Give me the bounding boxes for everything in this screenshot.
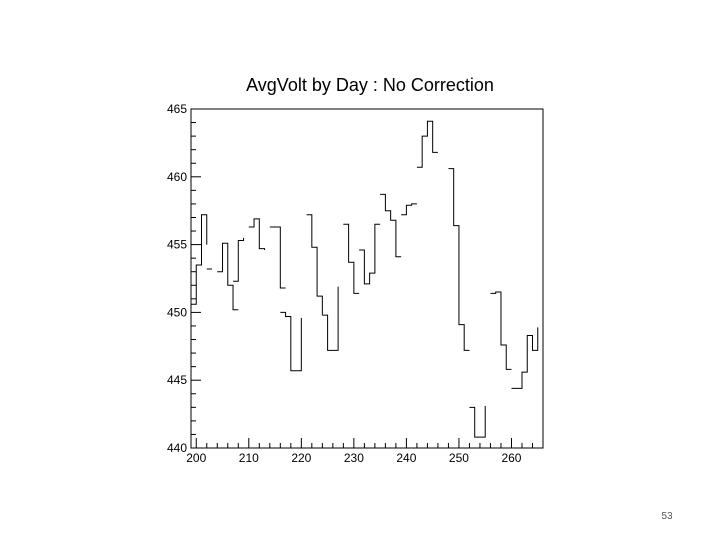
x-tick-label: 250 bbox=[449, 451, 469, 465]
series-step-segment bbox=[343, 223, 360, 294]
series-step-segment bbox=[401, 203, 417, 216]
x-axis: 200 210 220 230 240 250 260 bbox=[186, 438, 544, 465]
y-tick-label: 455 bbox=[167, 238, 187, 252]
x-tick-label: 240 bbox=[396, 451, 416, 465]
y-axis: 440 445 450 455 460 465 bbox=[167, 102, 201, 455]
series-step-segment bbox=[306, 214, 323, 316]
series-step-segment bbox=[280, 311, 302, 372]
x-tick-label: 210 bbox=[239, 451, 259, 465]
series-step-segment bbox=[448, 168, 470, 351]
series-step-segment bbox=[511, 327, 539, 389]
series-step-segment bbox=[269, 226, 286, 289]
data-series bbox=[191, 120, 539, 438]
y-tick-label: 440 bbox=[167, 441, 187, 455]
series-step-segment bbox=[490, 291, 512, 370]
y-tick-label: 445 bbox=[167, 373, 187, 387]
series-step-segment bbox=[191, 214, 208, 305]
y-tick-label: 465 bbox=[167, 102, 187, 116]
series-step-segment bbox=[248, 218, 266, 251]
series-step-segment bbox=[380, 193, 402, 258]
y-tick-label: 450 bbox=[167, 305, 187, 319]
series-step-segment bbox=[416, 120, 438, 168]
series-step-segment bbox=[322, 286, 339, 351]
series-step-segment bbox=[217, 242, 239, 311]
x-tick-label: 200 bbox=[186, 451, 206, 465]
y-tick-label: 460 bbox=[167, 170, 187, 184]
chart-title: AvgVolt by Day : No Correction bbox=[246, 75, 494, 95]
series-step-segment bbox=[359, 223, 381, 285]
plot-frame bbox=[190, 108, 544, 449]
x-tick-label: 260 bbox=[501, 451, 521, 465]
x-tick-label: 220 bbox=[291, 451, 311, 465]
series-step-segment bbox=[469, 405, 486, 438]
page-number: 53 bbox=[661, 511, 673, 522]
series-step-segment bbox=[233, 237, 245, 282]
x-tick-label: 230 bbox=[344, 451, 364, 465]
